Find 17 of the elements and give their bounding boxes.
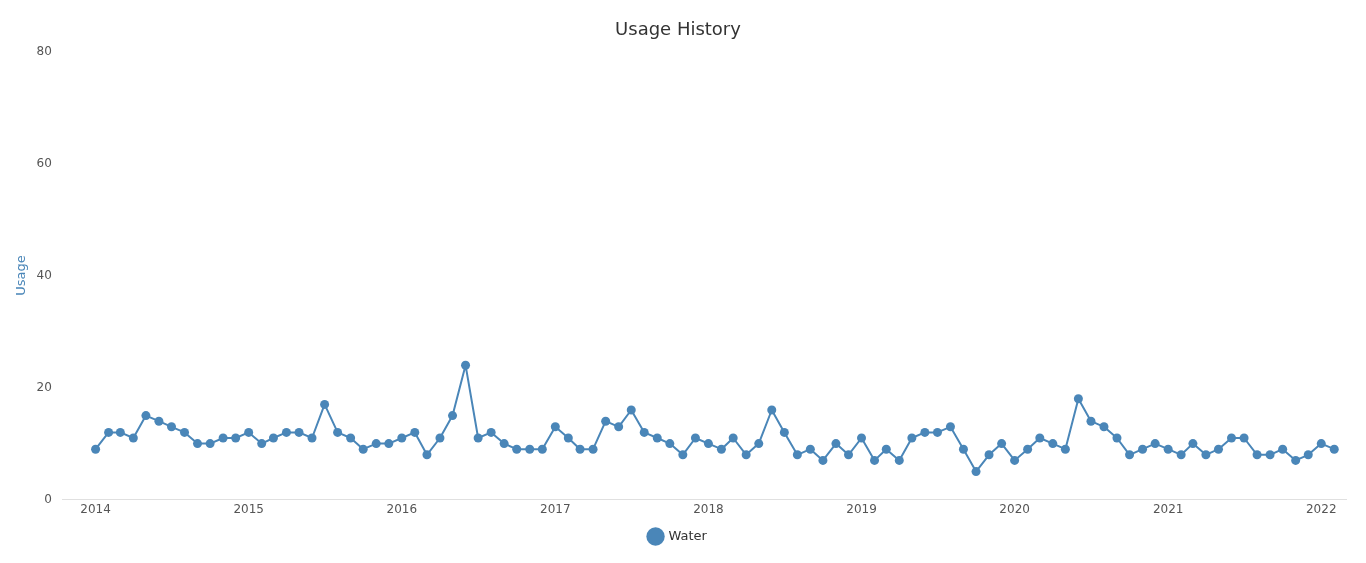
legend-label: Water xyxy=(668,527,708,543)
x-tick-label: 2015 xyxy=(233,501,264,516)
y-tick-label: 40 xyxy=(36,267,52,282)
y-tick-label: 20 xyxy=(36,379,52,394)
x-tick-label: 2018 xyxy=(693,501,724,516)
y-tick-label: 0 xyxy=(44,491,52,506)
y-tick-label: 60 xyxy=(36,155,52,170)
y-axis-title: Usage xyxy=(13,255,29,296)
x-tick-label: 2022 xyxy=(1305,501,1337,516)
y-tick-label: 80 xyxy=(36,43,52,58)
x-tick-label: 2019 xyxy=(846,501,877,516)
x-tick-label: 2017 xyxy=(540,501,571,516)
chart-title: Usage History xyxy=(615,18,742,40)
x-tick-label: 2014 xyxy=(80,501,111,516)
x-tick-label: 2016 xyxy=(386,501,418,516)
x-tick-label: 2020 xyxy=(999,501,1030,516)
x-tick-label: 2021 xyxy=(1152,501,1184,516)
